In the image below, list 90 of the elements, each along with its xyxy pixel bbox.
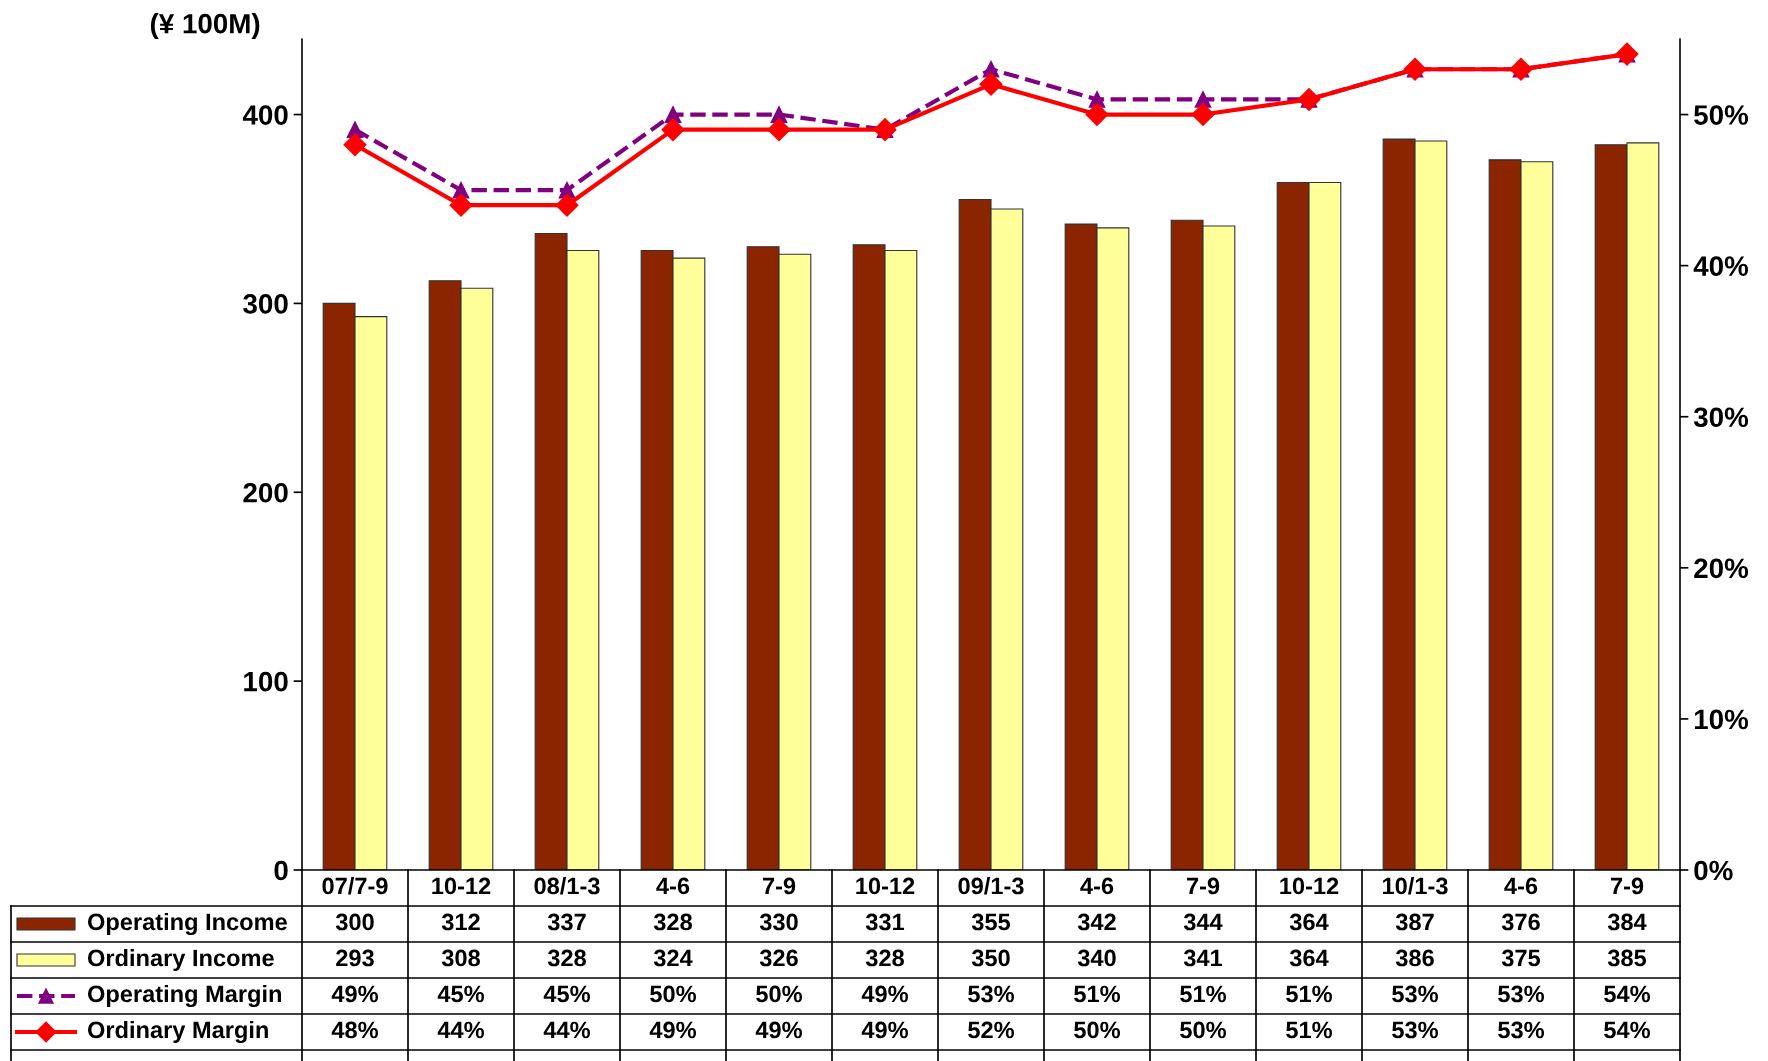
data-label: 54% xyxy=(1604,1021,1651,1039)
x-tick-label: 4-6 xyxy=(1080,877,1114,895)
data-label: 52% xyxy=(968,1021,1015,1039)
data-label: 308 xyxy=(441,949,480,967)
x-tick-label: 10/1-3 xyxy=(1383,876,1448,895)
y2-tick-label: 50% xyxy=(1694,105,1749,125)
x-tick-label: 7-9 xyxy=(1610,877,1644,895)
x-tick-label: 07/7-9 xyxy=(322,876,388,895)
x-tick-label: 4-6 xyxy=(656,877,690,895)
data-label: 49% xyxy=(755,1021,803,1039)
data-label: 51% xyxy=(1180,985,1227,1003)
data-label: 53% xyxy=(1392,985,1439,1003)
data-label: 50% xyxy=(756,985,803,1003)
data-label: 51% xyxy=(1286,985,1333,1003)
data-label: 326 xyxy=(759,949,798,967)
x-tick-label: 10-12 xyxy=(432,877,491,895)
x-tick-label: 10-12 xyxy=(1280,877,1339,895)
x-tick-label: 10-12 xyxy=(856,877,915,895)
point xyxy=(343,133,367,157)
y-tick-label: 100 xyxy=(244,671,288,692)
point xyxy=(873,118,897,142)
data-label: 300 xyxy=(335,913,374,931)
legend-label: Ordinary Income xyxy=(87,948,274,972)
data-label: 53% xyxy=(1498,985,1545,1003)
data-label: 385 xyxy=(1607,949,1647,967)
data-label: 342 xyxy=(1077,913,1116,931)
data-label: 337 xyxy=(547,913,586,931)
point xyxy=(449,193,473,217)
data-label: 50% xyxy=(1180,1021,1227,1039)
data-label: 54% xyxy=(1604,985,1651,1003)
y-tick-label: 200 xyxy=(243,482,288,503)
data-label: 331 xyxy=(865,913,905,931)
data-label: 51% xyxy=(1074,985,1121,1003)
data-label: 53% xyxy=(1392,1021,1439,1039)
y-tick-label: 300 xyxy=(243,294,288,314)
data-label: 350 xyxy=(971,949,1010,967)
x-tick-label: 09/1-3 xyxy=(958,876,1024,895)
data-label: 324 xyxy=(653,949,693,967)
data-label: 341 xyxy=(1183,949,1223,967)
data-label: 44% xyxy=(437,1021,485,1039)
data-label: 376 xyxy=(1501,913,1540,931)
point xyxy=(1085,103,1109,127)
data-label: 50% xyxy=(1074,1021,1121,1039)
data-label: 364 xyxy=(1289,913,1329,931)
x-tick-label: 08/1-3 xyxy=(534,876,600,895)
data-label: 51% xyxy=(1286,1021,1333,1039)
data-label: 49% xyxy=(861,985,909,1003)
data-label: 386 xyxy=(1395,949,1434,967)
y2-tick-label: 10% xyxy=(1694,709,1749,730)
y-axis-title: (¥ 100M) xyxy=(150,13,260,39)
data-label: 330 xyxy=(759,913,798,931)
point xyxy=(555,193,579,217)
data-label: 344 xyxy=(1183,913,1223,931)
point xyxy=(767,118,791,142)
x-tick-label: 7-9 xyxy=(762,877,796,895)
data-label: 293 xyxy=(336,949,374,967)
data-label: 328 xyxy=(547,949,586,967)
data-label: 375 xyxy=(1501,949,1541,967)
y2-tick-label: 30% xyxy=(1693,407,1749,428)
data-label: 44% xyxy=(543,1021,591,1039)
y2-tick-label: 20% xyxy=(1694,558,1749,579)
x-tick-label: 7-9 xyxy=(1186,877,1220,895)
data-label: 364 xyxy=(1289,949,1329,967)
data-label: 328 xyxy=(865,949,904,967)
y-tick-label: 0 xyxy=(274,860,288,881)
legend-label: Ordinary Margin xyxy=(87,1020,268,1044)
data-label: 49% xyxy=(649,1021,697,1039)
data-label: 312 xyxy=(441,913,480,931)
data-label: 340 xyxy=(1077,949,1116,967)
y2-tick-label: 0% xyxy=(1694,860,1733,881)
point xyxy=(661,118,685,142)
data-label: 53% xyxy=(968,985,1015,1003)
data-label: 384 xyxy=(1607,913,1647,931)
data-label: 387 xyxy=(1395,913,1434,931)
data-label: 45% xyxy=(437,985,485,1003)
data-label: 50% xyxy=(650,985,697,1003)
point xyxy=(979,72,1003,96)
data-label: 53% xyxy=(1498,1021,1545,1039)
y-tick-label: 400 xyxy=(242,105,288,125)
point xyxy=(1191,103,1215,127)
data-label: 49% xyxy=(861,1021,909,1039)
data-label: 355 xyxy=(971,913,1011,931)
data-label: 49% xyxy=(331,985,379,1003)
data-label: 48% xyxy=(331,1021,379,1039)
data-label: 45% xyxy=(543,985,591,1003)
legend-label: Operating Margin xyxy=(87,984,281,1008)
x-tick-label: 4-6 xyxy=(1504,877,1538,895)
y2-tick-label: 40% xyxy=(1693,256,1749,276)
data-label: 328 xyxy=(653,913,692,931)
legend-label: Operating Income xyxy=(87,912,287,936)
